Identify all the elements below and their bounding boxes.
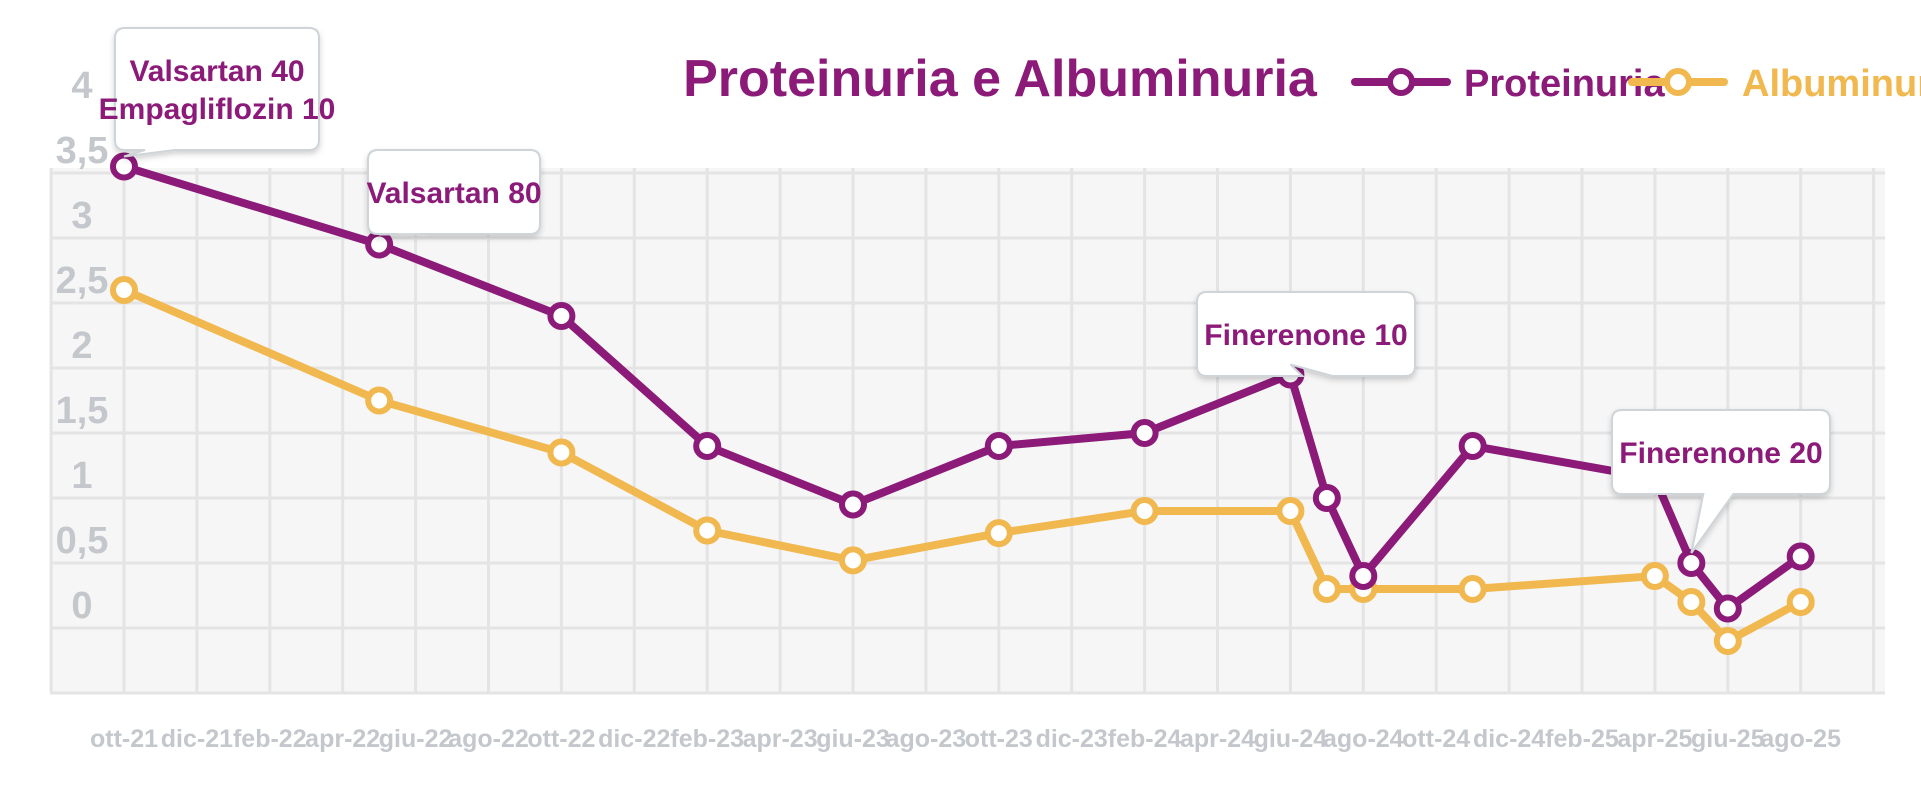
callout-box bbox=[1611, 409, 1831, 554]
x-tick-label: apr-24 bbox=[1180, 725, 1255, 753]
legend-swatch-marker bbox=[1664, 68, 1692, 96]
x-tick-label: dic-24 bbox=[1473, 725, 1545, 753]
x-tick-label: ago-25 bbox=[1760, 725, 1841, 753]
x-tick-label: giu-22 bbox=[379, 725, 453, 753]
x-tick-label: giu-23 bbox=[816, 725, 890, 753]
data-point-proteinuria[interactable] bbox=[365, 230, 394, 259]
x-tick-label: ago-22 bbox=[448, 725, 529, 753]
data-point-albuminuria[interactable] bbox=[1458, 575, 1487, 603]
data-point-albuminuria[interactable] bbox=[1786, 588, 1815, 616]
x-tick-label: ago-23 bbox=[886, 725, 967, 753]
x-tick-label: giu-25 bbox=[1691, 725, 1765, 753]
annotation-callout: Finerenone 10 bbox=[1196, 291, 1416, 377]
data-point-proteinuria[interactable] bbox=[1713, 594, 1742, 623]
x-axis: ott-21 dic-21 feb-22apr-22giu-22ago-22ott-… bbox=[90, 725, 1841, 753]
y-tick-label: 3,5 bbox=[56, 130, 109, 172]
data-point-proteinuria[interactable] bbox=[1677, 549, 1706, 577]
y-tick-label: 1,5 bbox=[56, 390, 109, 432]
callout-text: Finerenone 10 bbox=[1204, 319, 1407, 352]
chart-title: Proteinuria e Albuminuria bbox=[683, 50, 1318, 108]
data-point-albuminuria[interactable] bbox=[547, 438, 576, 467]
data-point-proteinuria[interactable] bbox=[693, 432, 722, 460]
annotation-callout: Valsartan 80 bbox=[366, 149, 542, 236]
data-point-albuminuria[interactable] bbox=[1276, 497, 1305, 525]
legend-label: Albuminuria bbox=[1742, 63, 1921, 105]
x-tick-label: dic-22 bbox=[598, 725, 670, 753]
x-tick-label: ott-22 bbox=[527, 725, 595, 753]
y-tick-label: 2,5 bbox=[56, 260, 109, 302]
x-tick-label: apr-23 bbox=[743, 725, 818, 753]
data-point-proteinuria[interactable] bbox=[1130, 419, 1159, 447]
callout-box bbox=[114, 27, 320, 158]
data-point-albuminuria[interactable] bbox=[984, 519, 1013, 548]
data-point-proteinuria[interactable] bbox=[1349, 562, 1378, 590]
data-point-albuminuria[interactable] bbox=[1713, 627, 1742, 655]
data-point-proteinuria[interactable] bbox=[1312, 484, 1341, 512]
data-point-proteinuria[interactable] bbox=[984, 432, 1013, 460]
annotation-callout: Finerenone 20 bbox=[1611, 409, 1831, 554]
x-tick-label: ott-21 bbox=[90, 725, 158, 753]
y-tick-label: 0 bbox=[71, 585, 92, 627]
callout-text: Empagliflozin 10 bbox=[99, 93, 336, 126]
x-tick-label: dic-23 bbox=[1036, 725, 1108, 753]
legend-swatch-marker bbox=[1387, 68, 1415, 96]
legend-item-proteinuria[interactable]: Proteinuria bbox=[1351, 63, 1665, 105]
y-tick-label: 4 bbox=[71, 65, 92, 107]
x-tick-label: feb-25 bbox=[1545, 725, 1619, 753]
annotations: Valsartan 40 Empagliflozin 10 Valsartan 80… bbox=[99, 27, 1831, 554]
legend: Proteinuria Albuminuria bbox=[1351, 63, 1921, 105]
x-tick-label: feb-23 bbox=[670, 725, 744, 753]
y-tick-label: 0,5 bbox=[56, 520, 109, 562]
y-tick-label: 3 bbox=[71, 195, 92, 237]
x-tick-label: apr-22 bbox=[305, 725, 380, 753]
callout-box bbox=[367, 149, 541, 236]
plot-area bbox=[50, 168, 1885, 692]
x-tick-label: apr-25 bbox=[1617, 725, 1692, 753]
x-tick-label: dic-21 bbox=[161, 725, 233, 753]
x-tick-label: feb-24 bbox=[1108, 725, 1182, 753]
y-tick-label: 2 bbox=[71, 325, 92, 367]
callout-text: Valsartan 40 bbox=[129, 55, 304, 88]
data-point-albuminuria[interactable] bbox=[1677, 588, 1706, 616]
y-tick-label: 1 bbox=[71, 455, 92, 497]
data-point-proteinuria[interactable] bbox=[110, 152, 138, 181]
data-point-albuminuria[interactable] bbox=[839, 546, 867, 575]
data-point-albuminuria[interactable] bbox=[365, 386, 394, 415]
data-point-albuminuria[interactable] bbox=[693, 516, 722, 545]
x-tick-label: feb-22 bbox=[233, 725, 307, 753]
x-tick-label: ago-24 bbox=[1323, 725, 1404, 753]
data-point-albuminuria[interactable] bbox=[1640, 562, 1669, 590]
callout-box bbox=[1196, 291, 1416, 377]
y-axis: 0 0,5 1 1,5 2 2,5 3 3,5 4 bbox=[56, 65, 109, 627]
legend-item-albuminuria[interactable]: Albuminuria bbox=[1628, 63, 1921, 105]
annotation-callout: Valsartan 40 Empagliflozin 10 bbox=[99, 27, 336, 158]
data-point-proteinuria[interactable] bbox=[839, 490, 867, 519]
data-point-proteinuria[interactable] bbox=[1786, 542, 1815, 571]
x-tick-label: ott-23 bbox=[965, 725, 1033, 753]
x-tick-label: giu-24 bbox=[1254, 725, 1328, 753]
data-point-albuminuria[interactable] bbox=[1130, 497, 1159, 525]
data-point-proteinuria[interactable] bbox=[1458, 432, 1487, 460]
data-point-albuminuria[interactable] bbox=[1312, 575, 1341, 603]
callout-text: Valsartan 80 bbox=[366, 177, 541, 210]
x-tick-label: ott-24 bbox=[1402, 725, 1470, 753]
data-point-albuminuria[interactable] bbox=[110, 276, 138, 304]
data-point-proteinuria[interactable] bbox=[547, 302, 576, 330]
callout-text: Finerenone 20 bbox=[1619, 437, 1822, 470]
